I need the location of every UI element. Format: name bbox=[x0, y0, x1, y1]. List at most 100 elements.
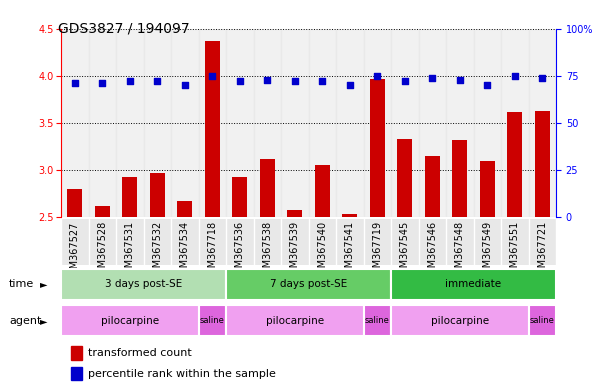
Bar bbox=[370, 79, 385, 384]
Bar bbox=[391, 219, 419, 265]
Bar bbox=[226, 269, 391, 300]
Text: GSM367721: GSM367721 bbox=[537, 221, 547, 280]
Text: pilocarpine: pilocarpine bbox=[101, 316, 159, 326]
Point bbox=[400, 78, 409, 84]
Bar bbox=[336, 219, 364, 265]
Bar bbox=[122, 177, 137, 384]
Bar bbox=[254, 219, 281, 265]
Text: agent: agent bbox=[9, 316, 42, 326]
Point bbox=[510, 73, 519, 79]
Bar bbox=[474, 219, 501, 265]
Point bbox=[318, 78, 327, 84]
Bar bbox=[452, 140, 467, 384]
Text: percentile rank within the sample: percentile rank within the sample bbox=[89, 369, 276, 379]
Bar bbox=[226, 305, 364, 336]
Text: transformed count: transformed count bbox=[89, 348, 192, 358]
Bar bbox=[199, 219, 226, 265]
Text: GSM367534: GSM367534 bbox=[180, 221, 190, 280]
Bar bbox=[116, 219, 144, 265]
Text: GSM367548: GSM367548 bbox=[455, 221, 465, 280]
Text: GSM367532: GSM367532 bbox=[152, 221, 163, 280]
Text: GSM367719: GSM367719 bbox=[372, 221, 382, 280]
Bar bbox=[71, 346, 82, 360]
Bar bbox=[529, 305, 556, 336]
Point bbox=[427, 74, 437, 81]
Bar bbox=[61, 29, 89, 217]
Text: GSM367540: GSM367540 bbox=[317, 221, 327, 280]
Point bbox=[373, 73, 382, 79]
Bar bbox=[171, 29, 199, 217]
Point bbox=[482, 82, 492, 88]
Bar bbox=[199, 29, 226, 217]
Bar bbox=[507, 112, 522, 384]
Point bbox=[125, 78, 134, 84]
Bar bbox=[61, 305, 199, 336]
Text: immediate: immediate bbox=[445, 279, 502, 289]
Bar bbox=[95, 206, 110, 384]
Text: ►: ► bbox=[40, 316, 47, 326]
Bar bbox=[391, 269, 556, 300]
Text: 7 days post-SE: 7 days post-SE bbox=[270, 279, 347, 289]
Bar bbox=[144, 29, 171, 217]
Text: GSM367545: GSM367545 bbox=[400, 221, 410, 280]
Bar bbox=[425, 156, 440, 384]
Bar bbox=[254, 29, 281, 217]
Bar bbox=[419, 29, 446, 217]
Bar bbox=[71, 367, 82, 381]
Point bbox=[70, 80, 79, 86]
Bar bbox=[309, 219, 336, 265]
Text: GSM367551: GSM367551 bbox=[510, 221, 520, 280]
Text: GSM367546: GSM367546 bbox=[427, 221, 437, 280]
Bar bbox=[446, 219, 474, 265]
Bar bbox=[144, 219, 171, 265]
Bar bbox=[391, 29, 419, 217]
Bar bbox=[226, 219, 254, 265]
Text: GSM367718: GSM367718 bbox=[207, 221, 218, 280]
Point bbox=[153, 78, 163, 84]
Point bbox=[235, 78, 244, 84]
Text: saline: saline bbox=[200, 316, 225, 325]
Point bbox=[290, 78, 300, 84]
Bar bbox=[89, 29, 116, 217]
Bar bbox=[150, 173, 165, 384]
Bar bbox=[529, 219, 556, 265]
Point bbox=[345, 82, 354, 88]
Text: GSM367536: GSM367536 bbox=[235, 221, 245, 280]
Bar bbox=[315, 165, 330, 384]
Bar bbox=[61, 269, 226, 300]
Text: GSM367539: GSM367539 bbox=[290, 221, 300, 280]
Bar bbox=[67, 189, 82, 384]
Bar bbox=[281, 219, 309, 265]
Bar bbox=[199, 305, 226, 336]
Text: GSM367528: GSM367528 bbox=[97, 221, 108, 280]
Point bbox=[538, 74, 547, 81]
Bar bbox=[116, 29, 144, 217]
Bar bbox=[364, 305, 391, 336]
Text: pilocarpine: pilocarpine bbox=[431, 316, 489, 326]
Bar bbox=[535, 111, 550, 384]
Bar bbox=[287, 210, 302, 384]
Text: GSM367527: GSM367527 bbox=[70, 221, 80, 281]
Text: 3 days post-SE: 3 days post-SE bbox=[105, 279, 182, 289]
Text: saline: saline bbox=[530, 316, 555, 325]
Text: GSM367531: GSM367531 bbox=[125, 221, 135, 280]
Bar bbox=[61, 219, 89, 265]
Bar bbox=[397, 139, 412, 384]
Text: time: time bbox=[9, 279, 34, 289]
Bar bbox=[391, 305, 529, 336]
Bar bbox=[205, 41, 220, 384]
Text: ►: ► bbox=[40, 279, 47, 289]
Bar bbox=[226, 29, 254, 217]
Bar bbox=[171, 219, 199, 265]
Bar bbox=[336, 29, 364, 217]
Bar bbox=[309, 29, 336, 217]
Point bbox=[263, 76, 273, 83]
Text: GDS3827 / 194097: GDS3827 / 194097 bbox=[58, 21, 189, 35]
Point bbox=[455, 76, 464, 83]
Bar bbox=[480, 161, 495, 384]
Text: pilocarpine: pilocarpine bbox=[266, 316, 324, 326]
Bar bbox=[281, 29, 309, 217]
Bar bbox=[529, 29, 556, 217]
Bar bbox=[501, 219, 529, 265]
Bar bbox=[232, 177, 247, 384]
